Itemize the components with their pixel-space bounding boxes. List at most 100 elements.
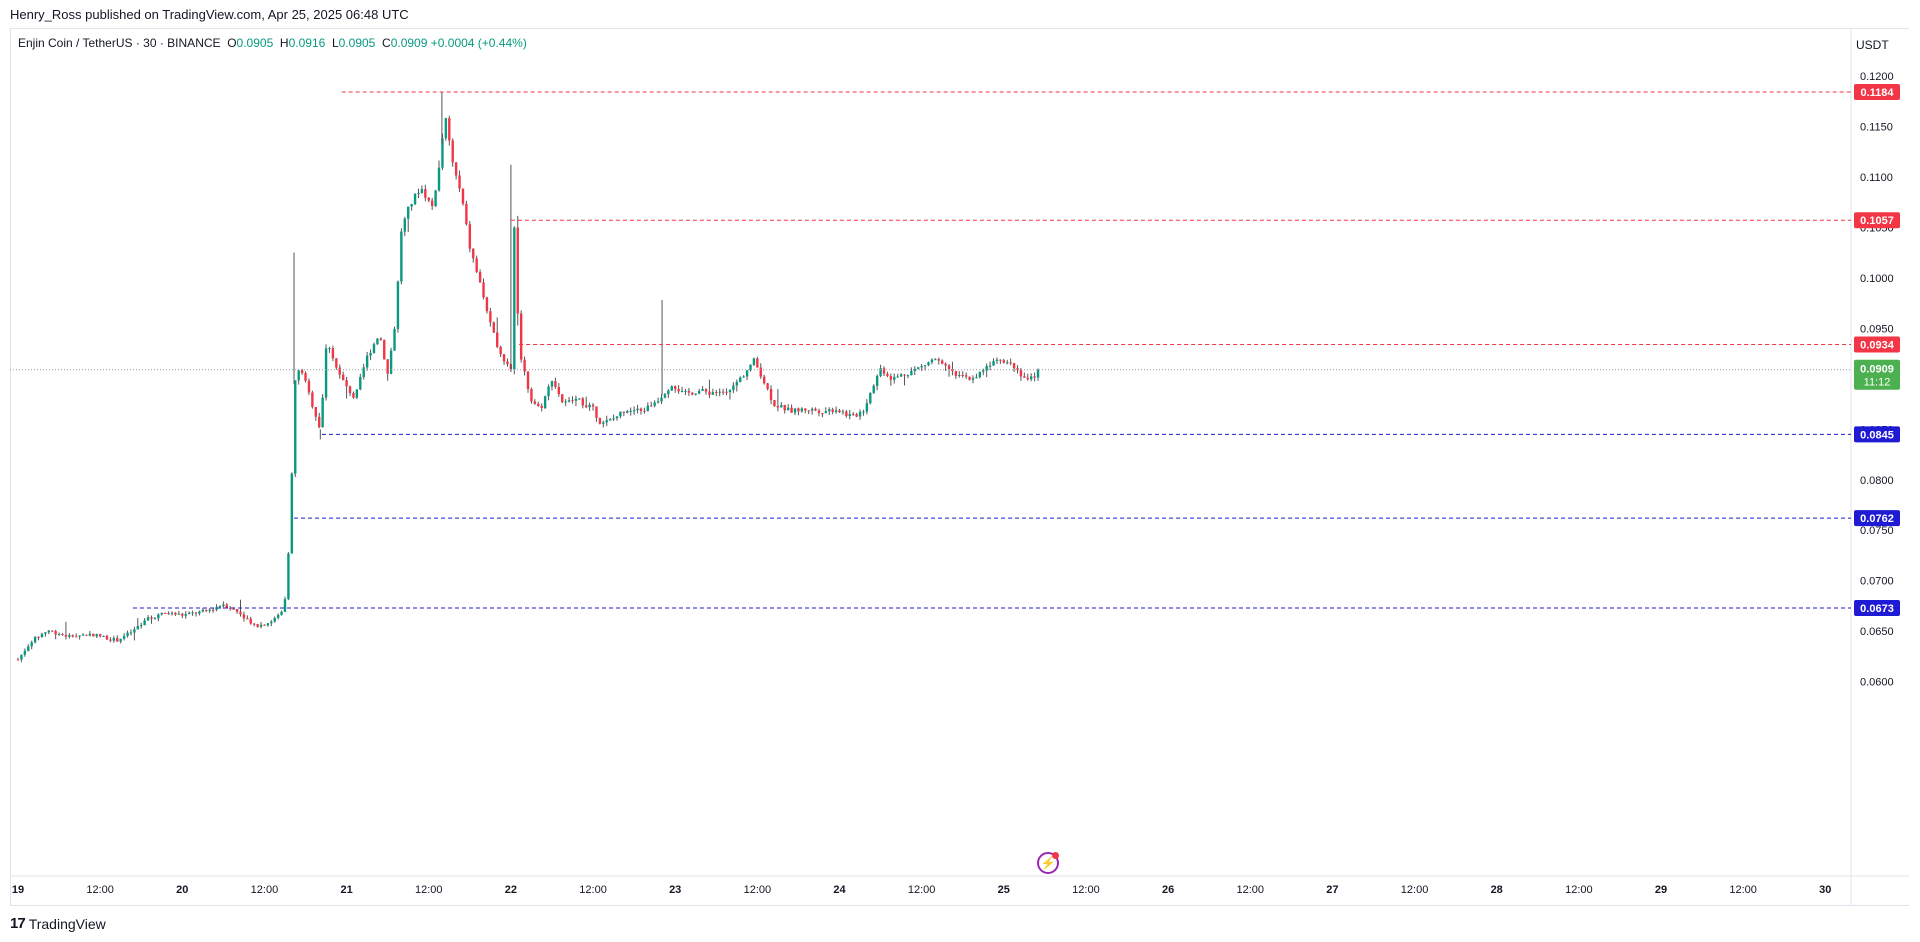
candle [715,389,718,397]
candle-body [578,398,581,400]
x-tick-label: 22 [505,884,517,896]
candle [656,397,660,404]
candle-body [674,386,677,390]
candle-body [1019,369,1023,377]
candle-body [246,618,249,620]
candle-body [1036,369,1040,378]
candle [407,206,410,232]
candle [708,379,711,399]
candle [208,608,211,613]
candle [451,138,454,167]
candle [328,346,331,353]
candle-body [283,599,287,612]
x-tick-label: 29 [1655,884,1667,896]
candle [198,610,201,616]
candle-body [420,189,424,194]
candle [365,351,369,371]
candle [71,634,74,638]
candle-body [540,406,543,408]
candle-body [229,607,232,609]
candle [612,414,615,421]
candle-body [163,612,167,614]
candle [899,373,903,378]
candle-body [1026,377,1029,380]
x-tick-label: 12:00 [86,884,114,896]
candle-body [793,408,797,413]
candle [372,342,376,354]
x-tick-label: 24 [833,884,846,896]
candle-body [393,328,396,351]
candle [23,648,27,657]
candle [472,248,475,263]
candle [869,392,872,405]
candle-body [537,403,540,407]
candle-body [270,621,273,624]
candle [270,620,273,627]
chart-frame [10,28,1909,906]
candle-body [697,391,701,394]
level-price-tag [1854,84,1900,100]
tradingview-logo-icon: 17 [10,915,26,932]
candle [834,406,838,414]
candle [27,644,30,652]
candle-body [126,632,129,636]
candle [215,604,218,612]
candle [485,296,489,314]
candle-body [869,392,872,404]
candle [400,228,403,285]
candle [978,371,982,379]
candle-body [116,637,119,642]
candle-body [639,408,643,411]
candle-body [407,206,410,219]
candle [540,403,543,412]
candle [304,371,307,383]
candle-body [547,386,550,397]
notification-dot [1052,852,1059,859]
candle [369,349,372,361]
y-tick-label: 0.0650 [1860,626,1894,638]
candle-body [851,414,855,416]
candle [704,388,708,395]
candle-body [341,374,345,381]
candle [174,612,177,616]
candle [246,615,249,620]
candle [650,401,653,407]
currency-selector[interactable]: USDT [1856,38,1889,52]
candle-body [307,380,311,393]
candle-body [999,359,1002,361]
lightning-icon[interactable]: ⚡ [1037,852,1059,874]
candle-body [626,411,629,413]
candle-body [831,409,834,412]
candle [102,635,105,637]
candle [1016,365,1019,374]
candle [773,399,776,407]
candle [595,406,598,422]
candle-body [461,188,465,204]
candle-body [489,311,492,323]
candle [694,393,697,396]
candle-body [112,637,116,641]
candle-body [561,394,564,403]
candle-body [982,370,985,372]
candle-body [913,368,917,371]
candle [352,391,355,399]
candle [537,401,540,407]
candle-body [98,634,102,637]
candle [235,608,239,614]
level-price-tag [1854,426,1900,443]
candle [988,361,992,371]
candle-body [591,404,595,407]
candle [78,635,81,640]
candle [636,404,639,414]
level-price-label: 0.0845 [1860,429,1894,441]
candle [882,366,886,377]
candle-body [968,376,971,380]
symbol-legend: Enjin Coin / TetherUS · 30 · BINANCE O0.… [18,36,527,50]
candle-body [985,365,988,371]
candle-body [574,398,578,401]
candle-body [1029,376,1033,380]
candle-body [865,403,869,412]
candle-body [882,368,886,374]
candle [88,631,92,637]
